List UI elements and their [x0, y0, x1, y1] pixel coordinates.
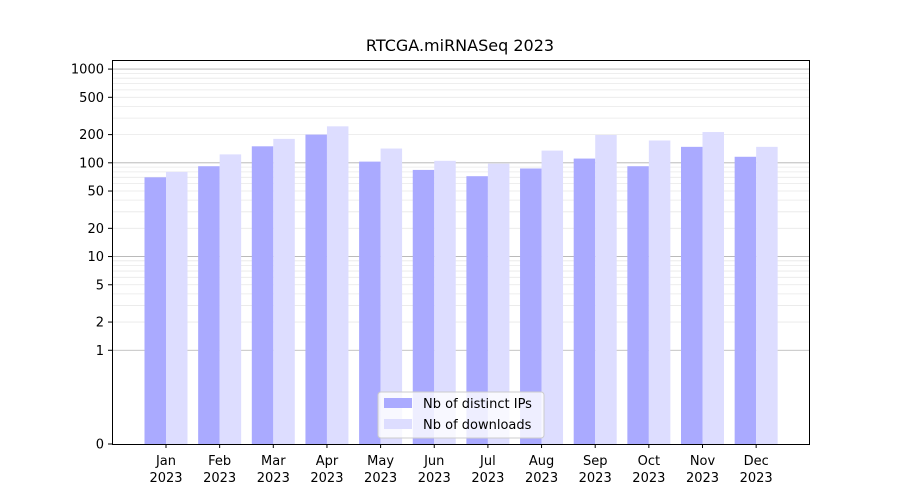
- bar-downloads: [434, 160, 456, 444]
- y-tick-label: 100: [79, 156, 104, 171]
- bar-downloads: [648, 140, 671, 444]
- legend-label-distinct-ips: Nb of distinct IPs: [423, 397, 532, 412]
- x-tick-label-year: 2023: [310, 471, 343, 486]
- y-tick-label: 0: [96, 438, 104, 453]
- bar-distinct-ips: [412, 169, 435, 444]
- bar-downloads: [326, 126, 349, 445]
- x-axis: Jan 2023 Feb 2023 Mar 2023 Apr 2023 May 2023 Jun 20…: [149, 444, 773, 486]
- x-tick-label-year: 2023: [525, 471, 558, 486]
- bar-downloads: [219, 154, 242, 444]
- bar-downloads: [541, 150, 564, 445]
- x-tick-label-year: 2023: [203, 471, 236, 486]
- bar-distinct-ips: [466, 176, 488, 445]
- x-tick-label-month: May: [367, 454, 394, 469]
- y-tick-label: 1: [96, 344, 104, 359]
- x-tick-label-year: 2023: [257, 471, 290, 486]
- x-tick-label-year: 2023: [364, 471, 397, 486]
- y-tick-label: 50: [87, 185, 104, 200]
- bar-distinct-ips: [734, 156, 757, 444]
- x-tick-label-year: 2023: [686, 471, 719, 486]
- bar-downloads: [756, 146, 778, 444]
- x-tick-label-month: Jun: [423, 454, 444, 469]
- bar-downloads: [273, 138, 295, 444]
- legend: Nb of distinct IPs Nb of downloads: [377, 391, 545, 439]
- x-tick-label-year: 2023: [632, 471, 665, 486]
- x-tick-label-year: 2023: [149, 471, 182, 486]
- y-tick-label: 5: [96, 278, 104, 293]
- bars: [144, 126, 778, 445]
- y-tick-label: 1000: [71, 63, 104, 78]
- bar-distinct-ips: [359, 161, 381, 444]
- bar-distinct-ips: [305, 134, 327, 445]
- x-tick-label-year: 2023: [418, 471, 451, 486]
- bar-downloads: [487, 163, 510, 445]
- x-tick-label-month: Apr: [316, 454, 339, 469]
- x-tick-label-year: 2023: [740, 471, 773, 486]
- bar-distinct-ips: [144, 177, 166, 444]
- x-tick-label-year: 2023: [471, 471, 504, 486]
- bar-distinct-ips: [251, 146, 274, 444]
- bar-downloads: [702, 132, 724, 444]
- y-tick-label: 2: [96, 316, 104, 331]
- bar-distinct-ips: [573, 158, 596, 444]
- bar-distinct-ips: [198, 166, 220, 444]
- x-tick-label-month: Sep: [583, 454, 608, 469]
- plot-frame: [112, 60, 810, 445]
- legend-swatch-distinct-ips: [384, 398, 412, 408]
- bar-distinct-ips: [681, 146, 703, 444]
- bar-downloads: [166, 171, 188, 445]
- x-tick-label-month: Aug: [529, 454, 554, 469]
- x-tick-label-month: Dec: [744, 454, 769, 469]
- x-tick-label-month: Jul: [479, 454, 496, 469]
- bar-distinct-ips: [520, 168, 542, 445]
- x-tick-label-month: Feb: [208, 454, 231, 469]
- chart-title: RTCGA.miRNASeq 2023: [366, 36, 554, 55]
- bar-distinct-ips: [627, 166, 649, 444]
- legend-box: [377, 391, 545, 439]
- x-tick-label-month: Jan: [155, 454, 176, 469]
- x-tick-label-month: Oct: [638, 454, 660, 469]
- y-axis: 0 1 2 5 10 20 50 100 200 500 1000: [71, 63, 112, 453]
- y-tick-label: 200: [79, 128, 104, 143]
- bar-downloads: [595, 135, 617, 444]
- legend-swatch-downloads: [384, 419, 412, 429]
- legend-label-downloads: Nb of downloads: [423, 418, 532, 433]
- y-tick-label: 20: [87, 222, 104, 237]
- x-tick-label-month: Mar: [261, 454, 286, 469]
- y-tick-label: 10: [87, 250, 104, 265]
- y-tick-label: 500: [79, 91, 104, 106]
- bar-downloads: [380, 148, 403, 444]
- x-tick-label-month: Nov: [690, 454, 716, 469]
- x-tick-label-year: 2023: [579, 471, 612, 486]
